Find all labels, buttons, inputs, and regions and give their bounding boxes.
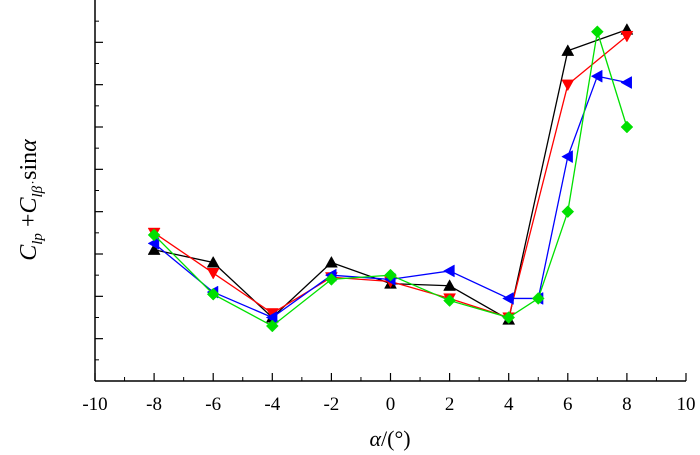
data-point-red	[620, 30, 634, 43]
data-point-green	[384, 268, 397, 282]
data-point-red	[206, 268, 220, 280]
series-layer	[147, 23, 634, 333]
data-point-black	[561, 44, 575, 56]
x-tick-label: -6	[205, 394, 221, 415]
series-green	[147, 25, 634, 333]
data-point-green	[443, 294, 456, 307]
x-tick-label: 6	[563, 394, 573, 415]
x-tick-label: 10	[677, 394, 696, 415]
data-point-blue	[620, 76, 632, 89]
x-tick-label: 2	[445, 394, 455, 415]
axis-ticks: -10 -8 -6 -4 -2 0 2 4 6 8 10	[82, 20, 696, 415]
data-point-black	[324, 255, 338, 268]
data-point-black	[443, 279, 457, 291]
data-point-green	[620, 120, 634, 134]
data-point-red	[561, 79, 575, 92]
data-point-green	[590, 25, 604, 39]
x-tick-label: -8	[146, 394, 162, 415]
x-tick-label: -4	[264, 394, 280, 415]
x-tick-label: 4	[504, 394, 514, 415]
data-point-black	[206, 255, 220, 268]
data-point-green	[206, 287, 220, 301]
x-axis-title: α/(°)	[369, 426, 410, 451]
data-point-green	[147, 228, 161, 242]
data-point-black	[147, 243, 161, 255]
data-point-blue	[590, 69, 603, 83]
svg-text:Clp +Clβ̇ sinα: Clp +Clβ̇ sinα	[16, 139, 46, 261]
data-point-green	[325, 273, 338, 286]
data-point-green	[502, 311, 516, 324]
data-point-blue	[561, 150, 573, 164]
y-axis-title: Clp +Clβ̇ sinα	[16, 139, 46, 261]
x-tick-label: 0	[386, 394, 396, 415]
data-point-green	[561, 205, 575, 219]
data-point-blue	[443, 264, 455, 278]
axes	[94, 0, 686, 382]
x-tick-label: -2	[323, 394, 339, 415]
data-point-blue	[502, 292, 514, 305]
data-point-green	[531, 292, 545, 305]
data-point-green	[265, 319, 279, 333]
x-tick-label: 8	[622, 394, 632, 415]
x-tick-label: -10	[82, 394, 107, 415]
